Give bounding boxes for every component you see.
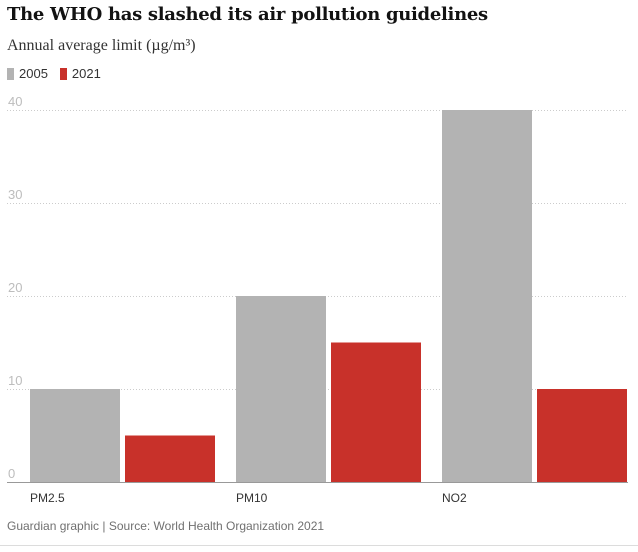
y-tick-label-10: 10 [8,373,22,388]
y-tick-label-40: 40 [8,94,22,109]
chart-title: The WHO has slashed its air pollution gu… [7,4,488,25]
x-tick-label-pm25: PM2.5 [30,491,65,505]
legend-item-2005: 2005 [7,66,48,81]
x-tick-label-no2: NO2 [442,491,467,505]
bar-no2-2005 [442,110,532,482]
source-footer: Guardian graphic | Source: World Health … [7,519,325,533]
legend-item-2021: 2021 [59,66,101,81]
legend-swatch-2021 [59,67,67,80]
y-tick-label-20: 20 [8,280,22,295]
legend: 2005 2021 [7,66,113,81]
bar-pm25-2005 [30,389,120,482]
bottom-divider [0,545,638,546]
legend-label-2021: 2021 [71,66,101,81]
bar-pm10-2005 [236,296,326,482]
legend-label-2005: 2005 [19,66,48,81]
y-tick-label-0: 0 [8,466,15,481]
x-tick-label-pm10: PM10 [236,491,268,505]
bar-pm10-2021 [331,342,421,482]
y-tick-label-30: 30 [8,187,22,202]
legend-swatch-2005 [7,67,14,80]
bar-pm25-2021 [125,435,215,482]
chart-subtitle: Annual average limit (µg/m³) [7,37,196,54]
bar-no2-2021 [537,389,627,482]
